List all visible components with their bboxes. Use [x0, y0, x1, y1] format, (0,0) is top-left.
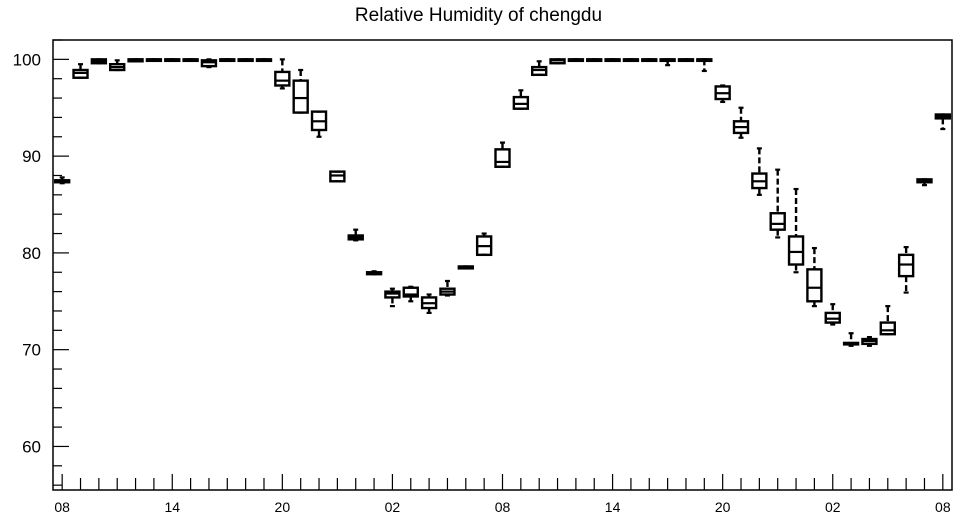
box-43	[842, 332, 860, 347]
box-1	[72, 63, 89, 79]
box-16	[347, 228, 364, 242]
box-41	[806, 246, 823, 308]
box-19	[402, 285, 419, 303]
y-tick-label: 90	[22, 147, 41, 166]
x-tick-label: 20	[275, 499, 291, 515]
box-12	[274, 58, 291, 90]
iqr-box	[769, 212, 786, 231]
box-42	[824, 303, 841, 326]
box-37	[732, 106, 750, 139]
box-40	[787, 187, 805, 274]
box-8	[200, 58, 218, 69]
box-28	[567, 58, 585, 63]
box-series	[53, 58, 952, 347]
iqr-box	[879, 321, 896, 336]
box-47	[916, 178, 933, 187]
box-10	[237, 58, 254, 63]
x-tick-label: 02	[825, 499, 841, 515]
box-14	[310, 110, 328, 138]
box-33	[659, 58, 676, 67]
iqr-box	[274, 70, 291, 87]
x-tick-label: 20	[715, 499, 731, 515]
plot-frame	[52, 39, 953, 491]
iqr-box	[806, 268, 823, 303]
box-17	[365, 270, 383, 276]
box-9	[219, 58, 236, 63]
box-46	[897, 245, 915, 294]
box-38	[751, 147, 768, 196]
y-tick-label: 60	[22, 437, 41, 456]
chart-title: Relative Humidity of chengdu	[354, 5, 603, 26]
y-tick-label: 80	[22, 244, 41, 263]
x-tick-label: 14	[164, 499, 180, 515]
box-21	[439, 279, 456, 297]
box-23	[475, 232, 493, 257]
x-tick-label: 02	[385, 499, 401, 515]
box-22	[457, 265, 475, 270]
box-31	[622, 58, 640, 63]
box-3	[109, 59, 126, 72]
y-tick-label: 70	[22, 341, 41, 360]
box-25	[512, 89, 530, 110]
box-24	[494, 141, 511, 168]
box-7	[182, 58, 199, 63]
box-4	[127, 58, 144, 63]
iqr-box	[787, 235, 805, 266]
iqr-box	[402, 286, 419, 298]
x-tick-label: 08	[495, 499, 511, 515]
box-44	[861, 335, 878, 347]
iqr-box	[494, 148, 511, 168]
box-6	[164, 58, 181, 63]
axes: 60 70 80 90 100 08 14 20 02 08 14 20 02 08	[13, 39, 953, 515]
x-tick-label: 08	[54, 499, 70, 515]
box-29	[586, 58, 603, 63]
box-39	[769, 168, 786, 239]
box-15	[329, 170, 346, 183]
box-2	[90, 58, 108, 65]
y-tick-label: 100	[13, 50, 41, 69]
iqr-box	[292, 79, 309, 114]
box-27	[549, 58, 566, 65]
box-26	[530, 60, 548, 77]
box-20	[420, 293, 438, 315]
box-34	[677, 58, 695, 63]
x-tick-label: 08	[935, 499, 951, 515]
box-45	[879, 305, 896, 336]
box-13	[292, 68, 309, 114]
box-36	[714, 84, 731, 104]
box-32	[641, 58, 658, 63]
box-5	[145, 58, 163, 63]
box-0	[53, 176, 71, 185]
x-tick-label: 14	[605, 499, 621, 515]
box-35	[696, 58, 713, 73]
box-11	[255, 58, 273, 63]
box-18	[384, 287, 401, 308]
box-48	[934, 113, 952, 131]
box-30	[604, 58, 621, 63]
